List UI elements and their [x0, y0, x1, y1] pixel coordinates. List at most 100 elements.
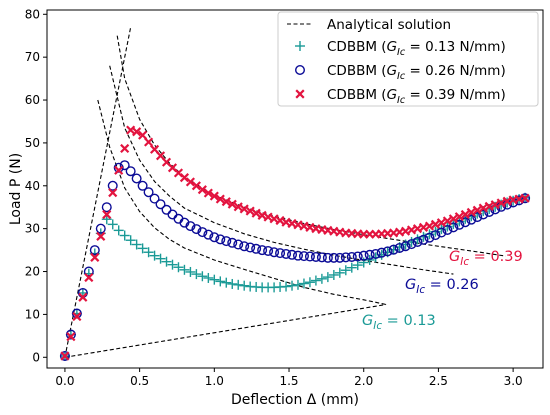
data-point — [137, 180, 148, 191]
data-point — [197, 185, 207, 195]
y-tick-label: 0 — [32, 350, 40, 364]
data-point — [72, 311, 82, 322]
data-point — [472, 212, 483, 223]
data-point — [131, 239, 142, 250]
data-point — [316, 252, 327, 263]
data-point — [233, 202, 243, 212]
data-point — [89, 245, 100, 256]
data-point — [65, 329, 76, 340]
data-point — [96, 231, 106, 241]
data-point — [209, 274, 220, 285]
data-point — [203, 229, 214, 240]
data-point — [179, 264, 190, 275]
data-point — [424, 232, 435, 243]
data-point — [245, 242, 256, 253]
data-point — [436, 227, 447, 238]
data-point — [292, 250, 303, 261]
data-point — [125, 235, 136, 246]
data-point — [364, 249, 375, 260]
x-axis-label: Deflection Δ (mm) — [231, 392, 359, 408]
data-point — [364, 254, 375, 265]
data-point — [126, 125, 136, 135]
data-point — [316, 273, 327, 284]
data-point — [95, 223, 106, 234]
data-point — [406, 239, 417, 250]
data-point — [322, 272, 333, 283]
data-point — [209, 232, 220, 243]
data-point — [155, 253, 166, 264]
data-point — [310, 275, 321, 286]
legend-marker — [295, 64, 306, 75]
data-point — [484, 201, 494, 211]
data-point — [143, 247, 154, 258]
data-point — [394, 242, 405, 253]
data-point — [108, 188, 118, 198]
data-point — [120, 143, 130, 154]
data-point — [358, 250, 369, 261]
analytical-unloading-line — [64, 303, 387, 358]
data-point — [275, 248, 286, 259]
data-point — [90, 252, 100, 262]
analytical-linear-branch — [64, 26, 132, 358]
x-tick-label: 2.0 — [354, 374, 373, 388]
legend: Analytical solution CDBBM (GIc = 0.13 N/m… — [277, 11, 539, 107]
data-point — [466, 207, 476, 217]
analytical-propagation-branch — [116, 35, 506, 257]
data-point — [322, 252, 333, 263]
data-point — [448, 222, 459, 233]
data-point — [496, 198, 506, 208]
data-point — [275, 215, 285, 226]
data-point — [334, 252, 345, 263]
data-point — [382, 246, 393, 257]
data-point — [263, 212, 273, 222]
x-tick-label: 0.0 — [55, 374, 74, 388]
data-point — [125, 166, 136, 177]
data-point — [340, 265, 351, 276]
data-point — [197, 227, 208, 238]
data-point — [257, 245, 268, 256]
data-point — [424, 221, 435, 231]
data-point — [442, 216, 452, 226]
data-point — [215, 234, 226, 245]
data-point — [233, 239, 244, 250]
data-point — [215, 194, 225, 204]
data-point — [239, 241, 250, 252]
data-point — [358, 257, 369, 268]
data-point — [298, 251, 309, 262]
data-point — [472, 205, 482, 215]
data-point — [143, 187, 154, 198]
data-point — [173, 262, 184, 273]
data-point — [227, 278, 238, 289]
legend-label: CDBBM (GIc = 0.26 N/mm) — [327, 63, 506, 82]
data-point — [257, 210, 267, 220]
data-point — [161, 204, 172, 215]
data-point — [84, 272, 94, 283]
analytical-solution-lines — [64, 26, 506, 358]
data-point — [233, 279, 244, 290]
data-point — [144, 137, 154, 147]
data-point — [346, 262, 357, 273]
data-point — [287, 249, 298, 260]
data-point — [155, 199, 166, 210]
data-point — [269, 214, 279, 224]
x-tick-label: 2.5 — [429, 374, 448, 388]
data-point — [478, 209, 489, 220]
analytical-propagation-branch — [109, 65, 454, 275]
data-point — [215, 276, 226, 287]
axes-frame — [46, 9, 544, 369]
data-point — [251, 208, 261, 218]
data-point — [149, 193, 160, 204]
data-point — [454, 212, 464, 222]
data-point — [102, 209, 112, 220]
data-point — [59, 350, 70, 361]
data-point — [352, 260, 363, 271]
axes — [46, 9, 544, 369]
data-point — [478, 203, 488, 213]
data-point — [334, 267, 345, 278]
data-point — [137, 243, 148, 254]
y-tick-label: 10 — [25, 307, 40, 321]
annotation-label: GIc = 0.13 — [362, 313, 436, 332]
data-point — [460, 209, 470, 220]
y-axis-label: Load P (N) — [8, 153, 24, 225]
